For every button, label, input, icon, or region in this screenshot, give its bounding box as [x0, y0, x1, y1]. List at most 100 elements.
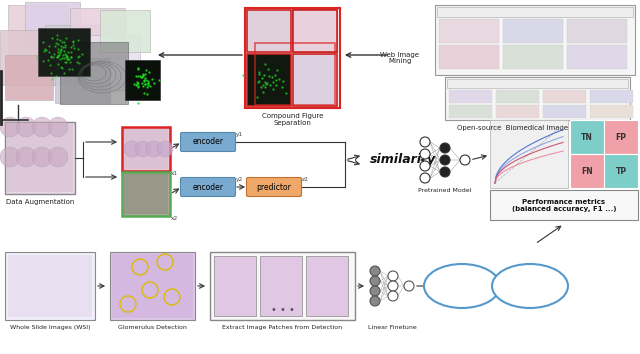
Point	[61, 54, 72, 59]
Point	[143, 79, 153, 84]
Point	[149, 80, 159, 86]
Point	[68, 42, 79, 48]
Text: FN: FN	[581, 166, 593, 176]
Point	[48, 54, 58, 60]
Text: x1: x1	[171, 171, 178, 176]
Point	[141, 78, 151, 83]
Point	[61, 56, 72, 62]
Circle shape	[420, 149, 430, 159]
Circle shape	[420, 161, 430, 171]
Circle shape	[370, 286, 380, 296]
Point	[264, 73, 274, 79]
Circle shape	[388, 281, 398, 291]
Point	[74, 53, 84, 59]
Point	[257, 89, 268, 95]
Text: y2: y2	[236, 177, 243, 182]
Point	[56, 55, 67, 61]
Point	[56, 47, 66, 53]
Point	[38, 40, 49, 45]
Point	[60, 59, 70, 64]
Point	[76, 51, 86, 57]
Point	[138, 73, 148, 78]
Point	[45, 63, 55, 68]
Point	[72, 59, 82, 65]
Text: Pretrained Model: Pretrained Model	[419, 188, 472, 193]
Point	[142, 84, 152, 89]
Circle shape	[460, 155, 470, 165]
Point	[267, 74, 277, 80]
Bar	[125, 60, 160, 100]
Bar	[604, 120, 638, 154]
Point	[46, 53, 56, 59]
Point	[58, 44, 68, 50]
Point	[43, 57, 53, 63]
Point	[58, 52, 68, 57]
Point	[262, 80, 272, 86]
Point	[252, 80, 262, 85]
Point	[281, 90, 291, 96]
Point	[61, 59, 72, 65]
Ellipse shape	[424, 264, 500, 308]
Point	[143, 82, 153, 87]
Text: Performance metrics
(balanced accuracy, F1 ...): Performance metrics (balanced accuracy, …	[512, 199, 616, 211]
Bar	[293, 10, 337, 52]
Point	[45, 54, 56, 60]
Point	[143, 69, 154, 75]
Bar	[306, 256, 348, 316]
Circle shape	[16, 147, 36, 167]
Bar	[435, 5, 635, 75]
Point	[132, 66, 143, 72]
Point	[263, 66, 273, 72]
Point	[74, 60, 84, 66]
Bar	[247, 54, 291, 106]
Point	[271, 77, 281, 83]
Ellipse shape	[492, 264, 568, 308]
Text: y1: y1	[236, 132, 243, 137]
Circle shape	[370, 266, 380, 276]
Text: TN: TN	[581, 132, 593, 142]
Point	[47, 35, 57, 41]
Circle shape	[48, 147, 68, 167]
Point	[53, 46, 63, 52]
Point	[133, 100, 143, 106]
Bar	[122, 127, 170, 171]
Point	[129, 81, 139, 87]
Text: Data Augmentation: Data Augmentation	[6, 199, 74, 205]
Point	[65, 59, 76, 65]
Point	[51, 73, 61, 79]
Point	[44, 43, 54, 49]
Text: predictor: predictor	[257, 183, 291, 192]
Point	[72, 37, 83, 43]
Point	[61, 54, 71, 59]
Point	[32, 54, 42, 60]
Bar	[293, 54, 337, 106]
Circle shape	[0, 147, 20, 167]
Point	[73, 46, 83, 52]
Bar	[90, 35, 140, 90]
Point	[56, 46, 66, 52]
Point	[66, 54, 76, 59]
Text: TP: TP	[616, 166, 627, 176]
Bar	[214, 256, 256, 316]
Point	[55, 37, 65, 43]
Point	[68, 39, 78, 45]
Bar	[260, 256, 302, 316]
Point	[40, 47, 51, 53]
Bar	[122, 172, 170, 216]
Point	[141, 68, 151, 73]
Circle shape	[370, 276, 380, 286]
Point	[143, 80, 153, 86]
Bar	[55, 58, 110, 103]
Point	[57, 65, 67, 71]
Point	[47, 76, 58, 81]
Bar	[293, 10, 337, 52]
Point	[252, 94, 262, 100]
Bar	[445, 77, 630, 120]
Point	[68, 38, 78, 44]
Point	[143, 80, 153, 86]
Point	[154, 78, 164, 83]
FancyBboxPatch shape	[180, 132, 236, 152]
Point	[132, 79, 142, 85]
Bar	[439, 45, 499, 69]
Point	[63, 49, 73, 55]
